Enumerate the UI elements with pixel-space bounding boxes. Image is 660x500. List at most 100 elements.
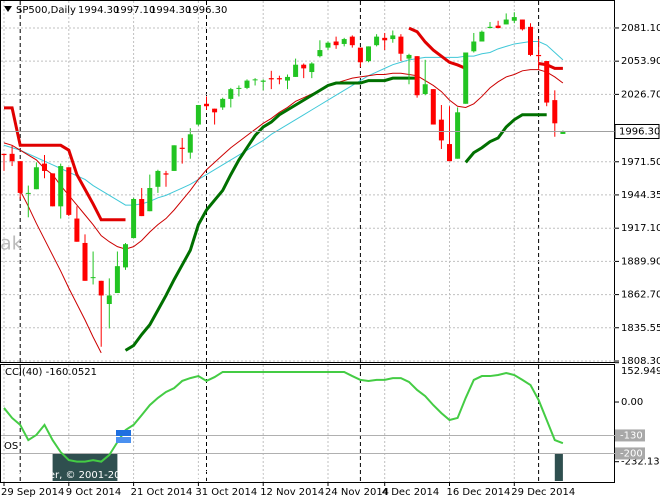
- x-tick-label: 4 Dec 2014: [382, 487, 440, 498]
- price-badge-label: 1996.30: [619, 126, 660, 137]
- cci-line: [3, 370, 564, 463]
- cci-title: CCI(40) -160.0521: [5, 367, 97, 378]
- candle-body: [398, 36, 404, 54]
- candle-body: [309, 63, 315, 73]
- candle-body: [317, 50, 323, 57]
- x-tick-label: 29 Sep 2014: [1, 487, 64, 498]
- candle-body: [228, 89, 234, 99]
- y-tick-label: 0.00: [621, 397, 643, 408]
- candle-body: [106, 295, 112, 305]
- candle-body: [9, 153, 15, 162]
- candle-body: [438, 119, 444, 141]
- candle-body: [487, 26, 493, 29]
- candle-body: [293, 64, 299, 77]
- candle-body: [25, 192, 31, 194]
- indicator-line: [19, 190, 102, 354]
- candle-body: [131, 199, 137, 239]
- zone-label: OS: [4, 441, 18, 452]
- candle-body: [66, 167, 72, 215]
- x-tick-label: 21 Oct 2014: [131, 487, 193, 498]
- x-tick-label: 12 Nov 2014: [260, 487, 324, 498]
- y-tick-label: 152.9499: [621, 366, 660, 377]
- candle-body: [374, 36, 380, 46]
- candle-body: [341, 39, 347, 44]
- candle-body: [479, 31, 485, 42]
- footer: VFX Trader, © 2001-2014, MetaQuotes Soft…: [5, 470, 277, 481]
- candle-body: [366, 46, 371, 62]
- y-tick-label: 1917.10: [621, 223, 660, 234]
- y-tick-label: 1971.50: [621, 157, 660, 168]
- y-tick-label: 1889.90: [621, 256, 660, 267]
- candle-body: [33, 167, 39, 190]
- candle-body: [98, 280, 104, 296]
- y-tick-label: 2081.10: [621, 23, 660, 34]
- candle-body: [244, 80, 250, 88]
- candle-body: [90, 277, 96, 279]
- candle-body: [503, 19, 509, 25]
- x-tick-label: 29 Dec 2014: [511, 487, 575, 498]
- candle-body: [42, 163, 47, 171]
- candle-body: [349, 36, 355, 46]
- x-tick-label: 24 Nov 2014: [325, 487, 389, 498]
- candle-body: [252, 79, 258, 81]
- candle-body: [422, 84, 428, 95]
- indicator-line: [4, 26, 563, 222]
- candle-body: [1, 153, 7, 156]
- y-tick-label: -232.1324: [621, 457, 660, 468]
- candle-body: [495, 25, 501, 29]
- candle-body: [260, 80, 266, 82]
- price-badge: [614, 123, 660, 139]
- candle-body: [50, 173, 56, 207]
- y-tick-label: 2026.70: [621, 89, 660, 100]
- candle-body: [511, 17, 517, 21]
- candle-body: [560, 131, 566, 134]
- candle-body: [325, 42, 331, 48]
- y-tick-label: 1862.70: [621, 290, 660, 301]
- candle-body: [204, 103, 209, 107]
- indicator-line: [124, 76, 547, 352]
- y-tick-label: 1835.55: [621, 323, 660, 334]
- y-tick-label: 1808.30: [621, 356, 660, 367]
- indicator-line: [3, 69, 564, 250]
- candle-body: [212, 108, 218, 113]
- candle-body: [414, 56, 420, 96]
- level-badge-label: -130: [620, 430, 643, 441]
- candle-body: [382, 37, 388, 41]
- candle-body: [220, 98, 226, 108]
- candle-body: [17, 161, 23, 193]
- candle-body: [114, 266, 120, 294]
- candle-body: [187, 134, 193, 153]
- candle-body: [268, 78, 274, 80]
- candle-body: [390, 35, 396, 40]
- candle-body: [58, 166, 64, 207]
- candle-body: [447, 144, 452, 162]
- candle-body: [406, 54, 412, 59]
- candle-body: [471, 41, 477, 52]
- candle-body: [333, 41, 339, 46]
- candle-body: [463, 52, 469, 104]
- x-tick-label: 31 Oct 2014: [195, 487, 257, 498]
- indicator-line: [3, 41, 564, 206]
- ohlc-close: 1996.30: [186, 5, 227, 16]
- candle-body: [139, 199, 145, 217]
- oversold-zone: [554, 453, 563, 481]
- signal-marker: [116, 437, 131, 443]
- candle-body: [147, 188, 153, 212]
- x-tick-label: 16 Dec 2014: [447, 487, 511, 498]
- candle-body: [171, 145, 177, 171]
- candle-body: [357, 47, 363, 63]
- candle-body: [123, 244, 128, 268]
- signal-marker: [116, 430, 131, 436]
- candle-body: [552, 100, 558, 124]
- candle-body: [301, 64, 307, 69]
- y-tick-label: 1944.35: [621, 190, 660, 201]
- candle-body: [519, 19, 525, 30]
- candle-body: [430, 89, 436, 125]
- candle-body: [285, 76, 290, 81]
- symbol-title: SP500,Daily: [16, 5, 76, 16]
- candle-body: [155, 170, 161, 187]
- level-badge: [615, 447, 645, 460]
- candle-body: [455, 112, 461, 159]
